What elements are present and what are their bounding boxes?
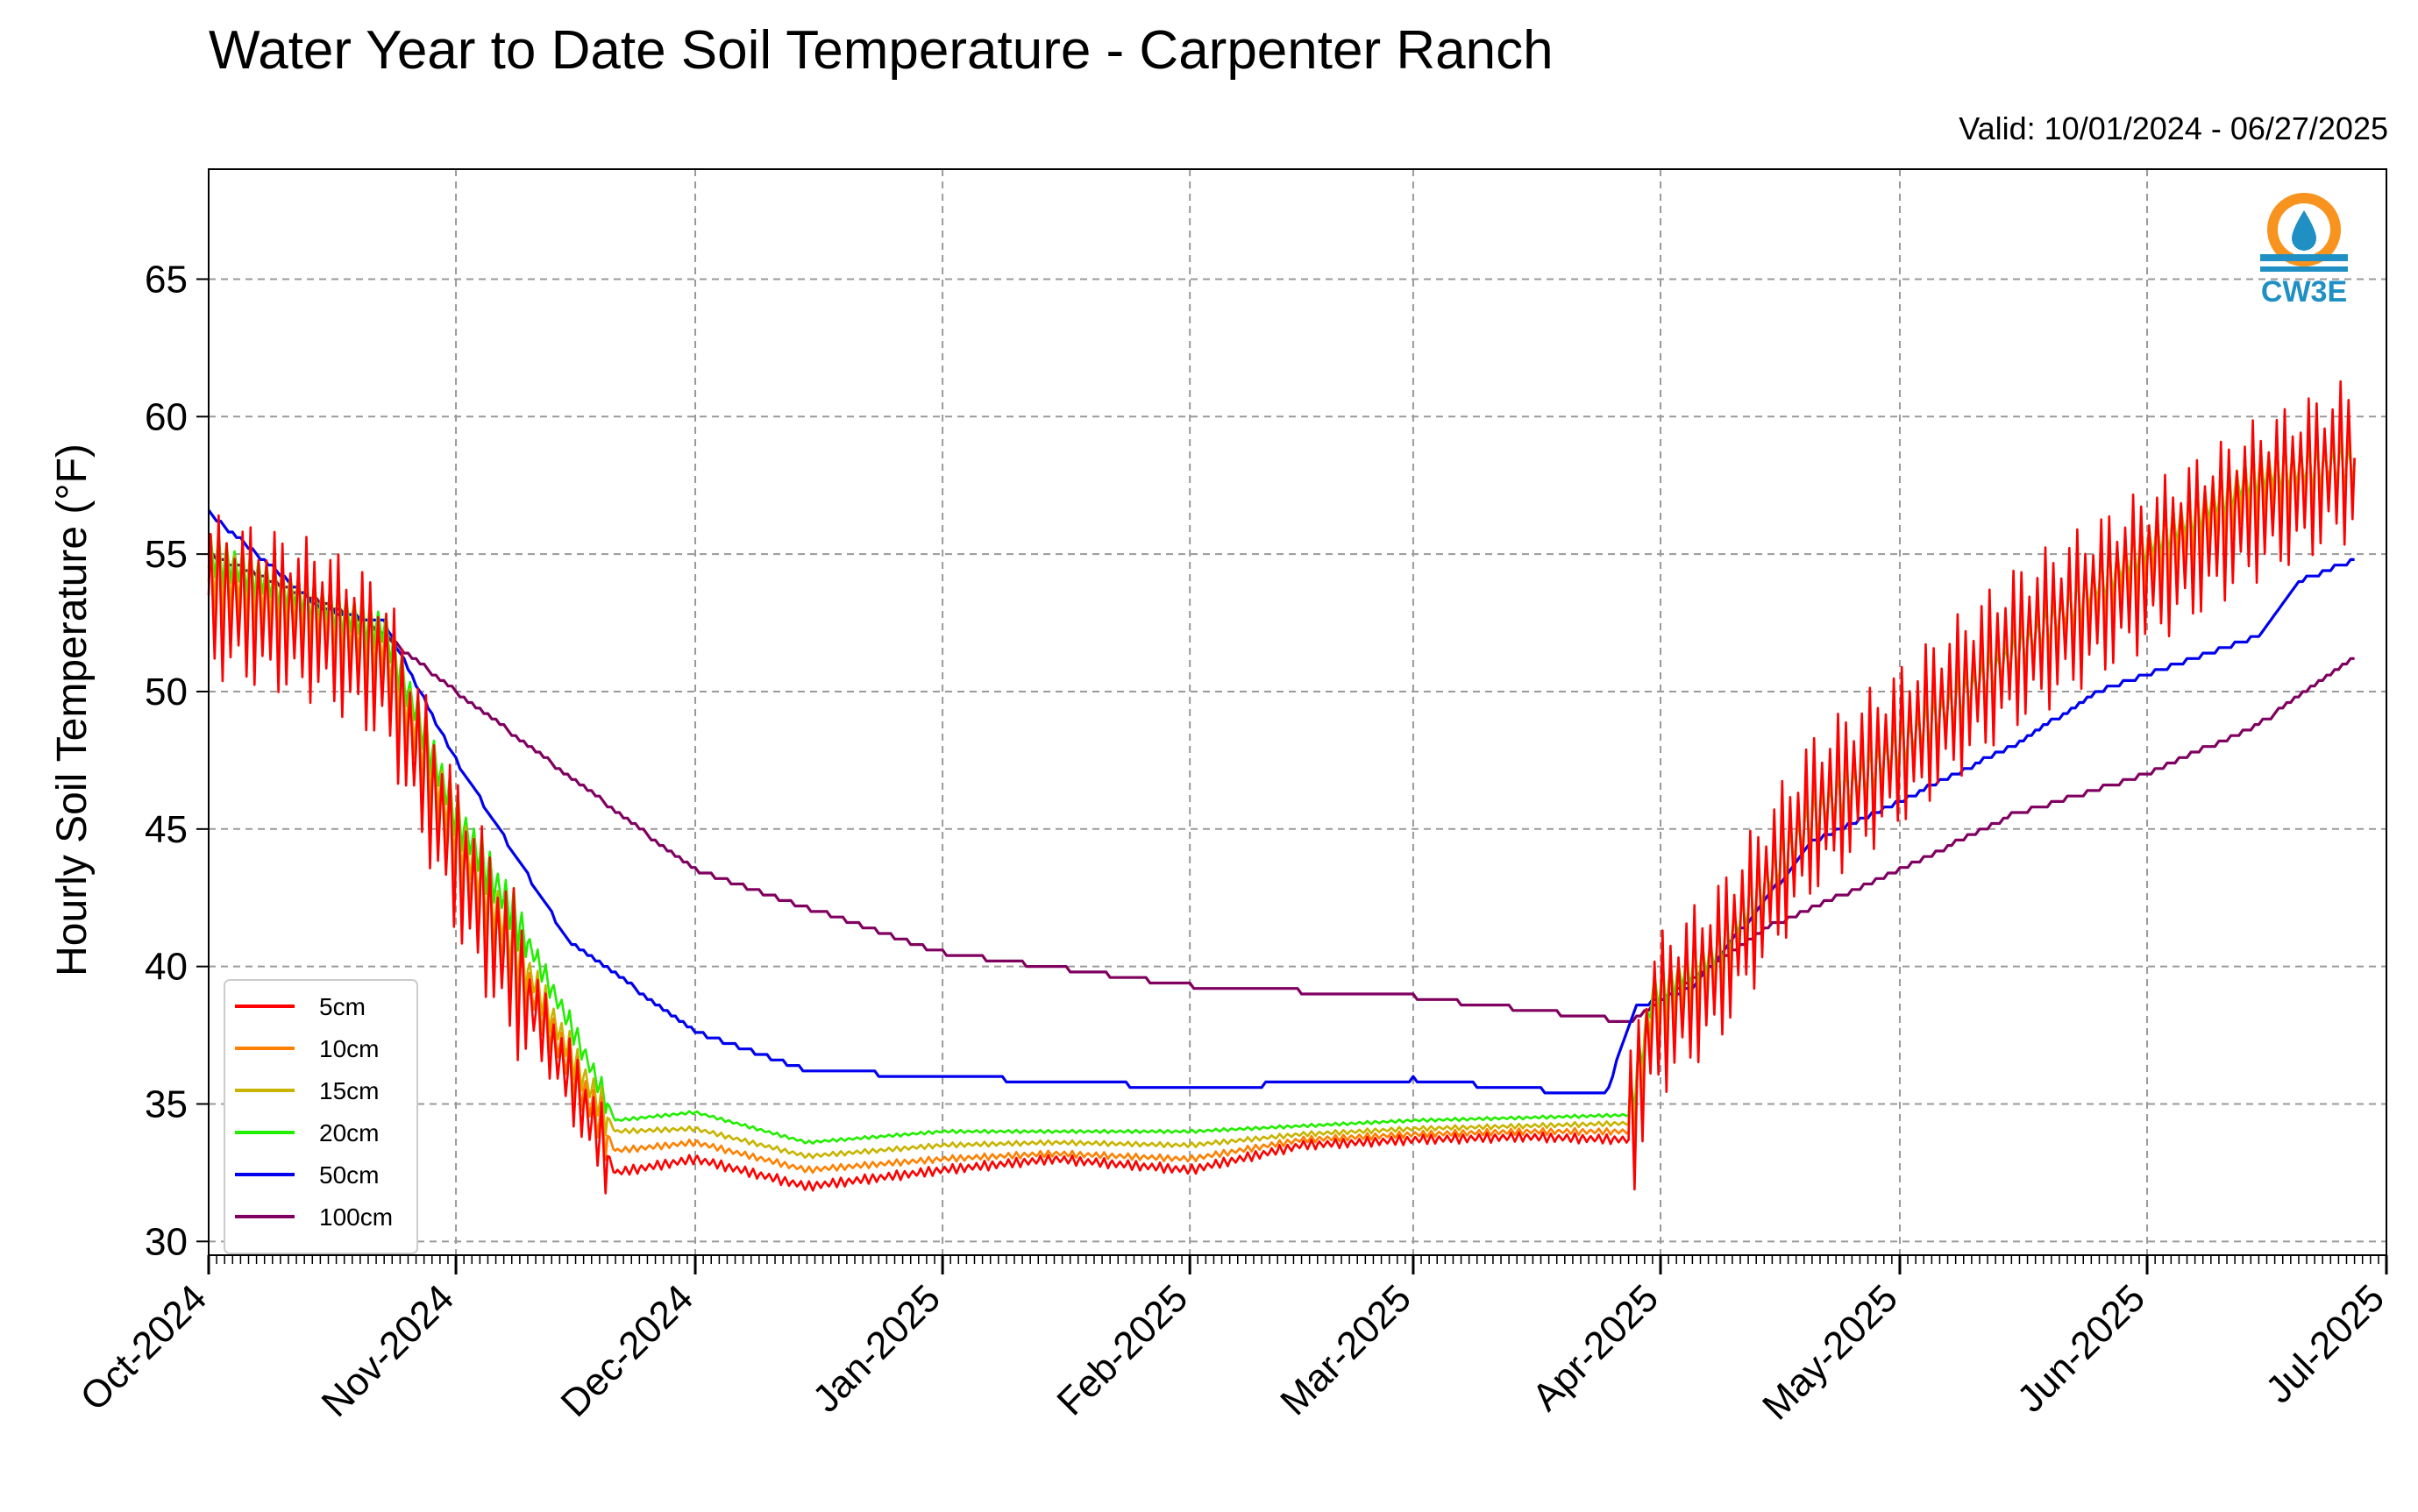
legend-label-5cm: 5cm (319, 993, 366, 1020)
series-line-50cm (207, 509, 2355, 1095)
y-tick-label: 30 (145, 1220, 188, 1263)
cw3e-logo: CW3E (2260, 193, 2348, 309)
y-tick-label: 35 (145, 1083, 188, 1125)
grid (209, 169, 2386, 1255)
x-tick-label: Nov-2024 (314, 1276, 463, 1425)
plot-frame (208, 168, 2387, 1256)
y-axis-label: Hourly Soil Temperature (°F) (49, 444, 96, 976)
axes: 30 35 40 45 50 55 60 65 Oct-2024 Nov-2024 Dec-2024… (72, 258, 2393, 1428)
series-line-20cm (207, 436, 2356, 1145)
legend: 5cm 10cm 15cm 20cm 50cm 100cm (224, 979, 418, 1254)
x-tick-label: May-2025 (1754, 1276, 1906, 1428)
logo-wave-bottom (2260, 266, 2348, 272)
y-tick-label: 45 (145, 808, 188, 851)
x-tick-label: Oct-2024 (72, 1276, 215, 1419)
series-line-10cm (207, 405, 2356, 1175)
legend-label-10cm: 10cm (319, 1035, 379, 1062)
y-tick-label: 40 (145, 946, 188, 989)
logo-text: CW3E (2261, 275, 2347, 309)
legend-label-20cm: 20cm (319, 1119, 379, 1146)
series-line-15cm (207, 420, 2356, 1160)
x-tick-label: Feb-2025 (1049, 1276, 1196, 1423)
legend-label-15cm: 15cm (319, 1077, 379, 1104)
series-lines (207, 380, 2356, 1195)
x-tick-label: Apr-2025 (1524, 1276, 1667, 1419)
x-tick-label: Jan-2025 (805, 1276, 949, 1420)
y-tick-label: 55 (145, 533, 188, 576)
x-tick-label: Dec-2024 (553, 1276, 702, 1425)
y-tick-label: 65 (145, 258, 188, 301)
x-tick-label: Mar-2025 (1272, 1276, 1419, 1423)
valid-date-range: Valid: 10/01/2024 - 06/27/2025 (1959, 110, 2388, 146)
legend-label-50cm: 50cm (319, 1161, 379, 1189)
legend-label-100cm: 100cm (319, 1203, 393, 1231)
logo-wave-top (2260, 254, 2348, 261)
series-line-5cm (207, 380, 2356, 1195)
water-drop-icon (2292, 210, 2316, 251)
y-tick-label: 60 (145, 395, 188, 438)
series-line-100cm (209, 552, 2355, 1024)
x-tick-label: Jun-2025 (2009, 1276, 2153, 1420)
chart-title: Water Year to Date Soil Temperature - Ca… (209, 20, 1554, 81)
x-tick-label: Jul-2025 (2258, 1276, 2393, 1411)
y-tick-label: 50 (145, 671, 188, 713)
